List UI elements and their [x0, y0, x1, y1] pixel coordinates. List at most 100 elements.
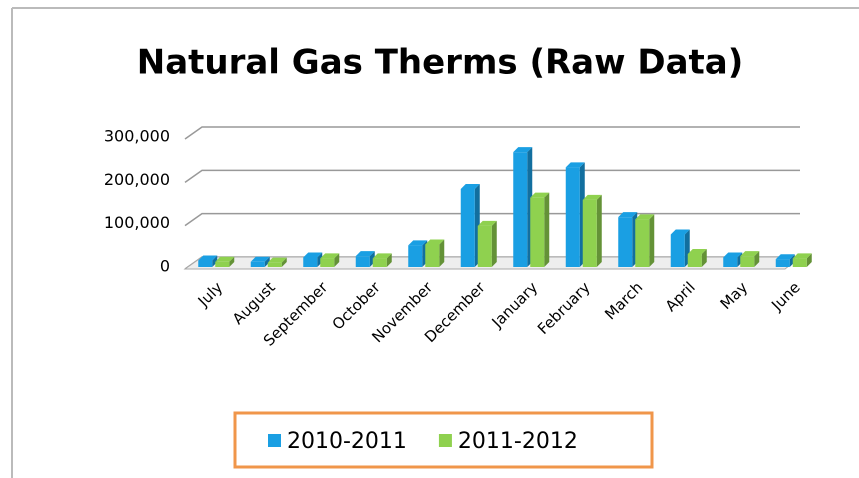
bar [565, 162, 585, 267]
bar-face [635, 214, 655, 220]
bar-face [372, 253, 392, 259]
bar-face [775, 259, 790, 267]
bar-face [372, 258, 387, 267]
bar-face [477, 220, 497, 226]
bar-face [408, 245, 423, 267]
x-tick-label: March [601, 278, 646, 323]
bar-face [582, 194, 602, 200]
grid-line [184, 126, 800, 140]
legend-label: 2011-2012 [458, 429, 578, 454]
bar [618, 212, 638, 267]
bar-face [264, 256, 270, 267]
bar-face [723, 257, 738, 267]
bar [215, 256, 235, 267]
bar-face [303, 252, 323, 258]
y-tick-label: 0 [160, 257, 170, 276]
bar-face [670, 229, 690, 235]
bar [670, 229, 690, 267]
bar-face [565, 167, 580, 267]
bar-face [334, 253, 340, 267]
bar [477, 220, 497, 267]
x-tick-label: January [488, 278, 542, 332]
bar-face [789, 254, 795, 267]
bar-face [215, 261, 230, 267]
bar-face [386, 253, 392, 267]
bar-face [806, 253, 812, 267]
bar [303, 252, 323, 267]
bar-face [582, 199, 597, 267]
bar-face [425, 239, 445, 245]
x-tick-label: August [229, 278, 279, 328]
bar [687, 249, 707, 267]
bar [250, 256, 270, 267]
bar [740, 251, 760, 267]
bar-face [267, 262, 282, 267]
legend-swatch [438, 434, 452, 447]
bar-face [513, 152, 528, 267]
bar-face [544, 192, 550, 267]
bar-face [250, 256, 270, 262]
bar-face [775, 254, 795, 260]
bar-face [198, 255, 218, 261]
bar [355, 251, 375, 267]
bar [460, 184, 480, 267]
legend-box [233, 411, 654, 469]
bar-face [792, 258, 807, 267]
bar-face [212, 255, 218, 267]
bar-face [530, 197, 545, 267]
bar [582, 194, 602, 267]
bar [408, 240, 428, 267]
bar [792, 253, 812, 267]
bar-face [439, 239, 445, 267]
bar-face [460, 189, 475, 267]
bar-face [229, 256, 235, 267]
legend-label: 2010-2011 [287, 429, 407, 454]
x-tick-label: February [534, 278, 594, 338]
bar-face [408, 240, 428, 246]
bar-face [355, 251, 375, 257]
bar [530, 192, 550, 267]
bar-face [701, 249, 707, 267]
grid-line [184, 169, 800, 183]
legend-swatch [268, 434, 281, 447]
bar-face [513, 147, 533, 153]
bar-face [530, 192, 550, 198]
chart-title: Natural Gas Therms (Raw Data) [137, 43, 744, 83]
bar-face [618, 217, 633, 267]
x-tick-label: June [767, 278, 804, 315]
bar-face [355, 256, 370, 267]
bar [267, 257, 287, 267]
bar-face [303, 257, 318, 267]
x-tick-label: April [662, 278, 699, 315]
bar [198, 255, 218, 267]
bar-face [425, 244, 440, 267]
bar-face [317, 252, 323, 267]
bar-face [740, 256, 755, 267]
bar-face [281, 257, 287, 267]
x-tick-label: July [194, 278, 227, 311]
bar [635, 214, 655, 267]
bar [425, 239, 445, 267]
bar-face [723, 252, 743, 258]
bar-face [649, 214, 655, 267]
bar-face [477, 225, 492, 267]
bar-face [460, 184, 480, 189]
y-tick-label: 300,000 [104, 127, 170, 146]
bar [372, 253, 392, 267]
bar-face [792, 253, 812, 259]
bar-face [670, 234, 685, 267]
bar-face [215, 256, 235, 262]
bar-face [740, 251, 760, 257]
y-tick-label: 100,000 [104, 213, 170, 232]
bar [775, 254, 795, 267]
bar-face [687, 249, 707, 254]
bar-face [754, 251, 760, 267]
bar-face [491, 220, 497, 267]
y-tick-label: 200,000 [104, 170, 170, 189]
bar-face [320, 258, 335, 267]
bar-face [250, 261, 265, 267]
bar-face [596, 194, 602, 267]
bar [320, 253, 340, 267]
bar-face [687, 254, 702, 267]
